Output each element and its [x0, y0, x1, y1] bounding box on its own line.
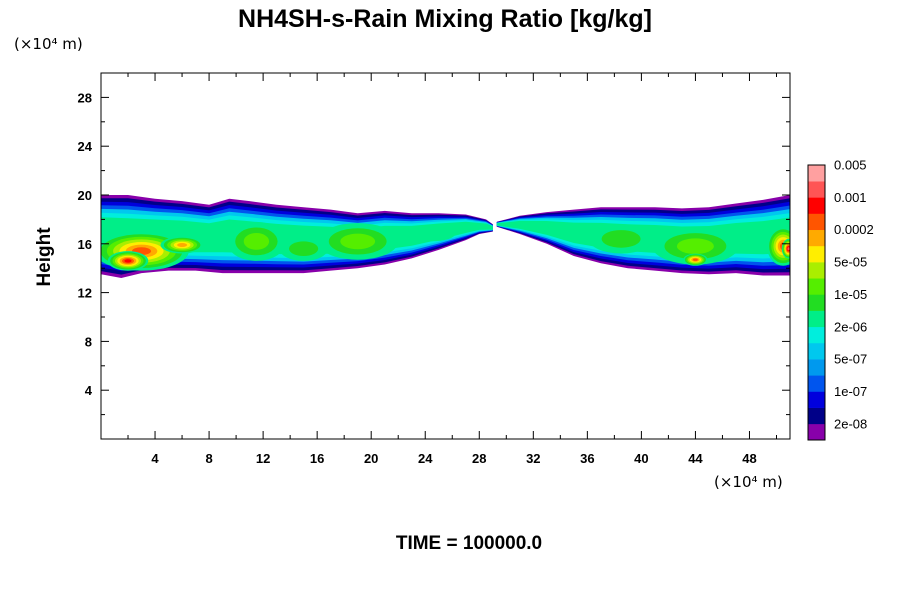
- x-tick-label-2: 12: [256, 451, 270, 466]
- colorbar-label-3: 2e-06: [834, 319, 867, 334]
- core-7-contour-1: [601, 230, 641, 248]
- x-tick-label-3: 16: [310, 451, 324, 466]
- colorbar-swatch-10: [808, 262, 825, 279]
- core-1-contour-7: [124, 259, 132, 263]
- colorbar-swatch-5: [808, 342, 825, 360]
- colorbar-swatch-9: [808, 278, 825, 295]
- colorbar-swatch-3: [808, 375, 825, 392]
- colorbar-swatch-11: [808, 245, 825, 263]
- x-tick-label-9: 40: [634, 451, 648, 466]
- y-tick-label-0: 4: [85, 383, 93, 398]
- colorbar-swatch-7: [808, 310, 825, 328]
- core-6-contour-0: [409, 226, 455, 242]
- x-tick-label-7: 32: [526, 451, 540, 466]
- colorbar-label-6: 0.0002: [834, 222, 874, 237]
- colorbar-label-7: 0.001: [834, 190, 867, 205]
- colorbar-swatch-13: [808, 213, 825, 231]
- y-tick-label-6: 28: [78, 90, 92, 105]
- core-4-contour-2: [340, 233, 376, 250]
- x-tick-label-0: 4: [151, 451, 159, 466]
- y-tick-label-4: 20: [78, 188, 92, 203]
- core-9-contour-6: [693, 258, 698, 261]
- colorbar-swatch-12: [808, 229, 825, 247]
- core-11-contour-8: [787, 247, 790, 251]
- x-axis: 4 8 12 16 20 24 28 32 36 40 44 48: [127, 73, 777, 466]
- plot-frame: [100, 72, 791, 440]
- colorbar-label-2: 5e-07: [834, 352, 867, 367]
- core-8-contour-2: [676, 238, 714, 254]
- x-tick-label-5: 24: [418, 451, 433, 466]
- y-tick-label-2: 12: [78, 286, 92, 301]
- colorbar-swatch-2: [808, 391, 825, 408]
- y-tick-label-1: 8: [85, 334, 92, 349]
- colorbar-swatch-0: [808, 423, 825, 441]
- colorbar: 2e-08 1e-07 5e-07 2e-06 1e-05 5e-05 0.0002 0.00…: [807, 158, 874, 441]
- core-2-contour-5: [177, 243, 188, 247]
- colorbar-swatch-6: [808, 326, 825, 344]
- colorbar-label-1: 1e-07: [834, 384, 867, 399]
- time-label: TIME = 100000.0: [396, 533, 542, 554]
- chart-title: NH4SH-s-Rain Mixing Ratio [kg/kg]: [238, 5, 652, 33]
- colorbar-frame: [807, 164, 826, 441]
- x-tick-label-1: 8: [205, 451, 212, 466]
- colorbar-label-5: 5e-05: [834, 255, 867, 270]
- colorbar-label-0: 2e-08: [834, 416, 867, 431]
- x-axis-unit: (×10⁴ m): [714, 473, 783, 491]
- y-tick-label-5: 24: [78, 139, 93, 154]
- colorbar-swatch-8: [808, 294, 825, 311]
- colorbar-swatch-15: [808, 181, 825, 198]
- x-tick-label-10: 44: [688, 451, 703, 466]
- y-tick-label-3: 16: [78, 237, 92, 252]
- x-tick-label-11: 48: [742, 451, 756, 466]
- colorbar-label-4: 1e-05: [834, 287, 867, 302]
- colorbar-swatch-16: [808, 165, 825, 182]
- core-5-contour-1: [289, 241, 319, 256]
- y-axis-label: Height: [34, 227, 55, 287]
- core-3-contour-2: [243, 233, 270, 250]
- x-tick-label-6: 28: [472, 451, 486, 466]
- plot-area: [101, 195, 790, 278]
- y-axis-unit: (×10⁴ m): [14, 35, 83, 53]
- colorbar-label-8: 0.005: [834, 158, 867, 173]
- colorbar-swatch-14: [808, 197, 825, 214]
- x-tick-label-8: 36: [580, 451, 594, 466]
- colorbar-swatch-1: [808, 407, 825, 425]
- colorbar-swatch-4: [808, 359, 825, 376]
- x-tick-label-4: 20: [364, 451, 378, 466]
- y-axis: 4 8 12 16 20 24 28: [78, 90, 790, 416]
